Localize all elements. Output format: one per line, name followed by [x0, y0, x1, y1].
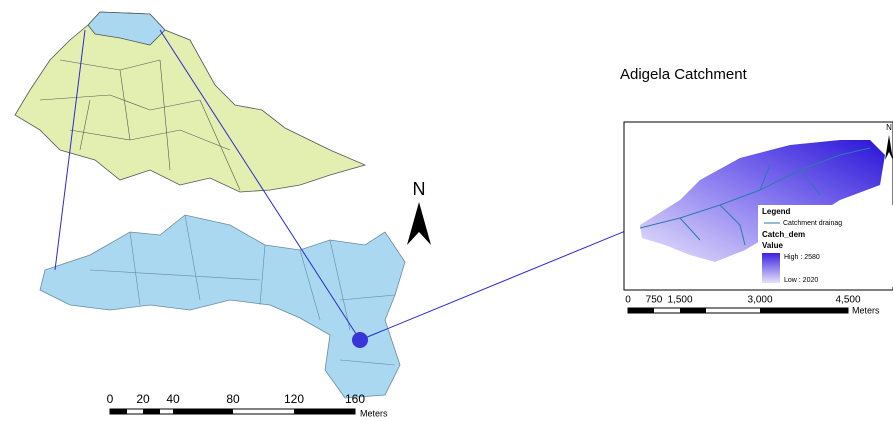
north-label: N: [413, 179, 426, 199]
scale-label: 3,000: [747, 295, 772, 306]
legend-item: Catchment drainag: [783, 220, 842, 227]
catchment-location: [352, 332, 368, 348]
scale-label: 1,500: [667, 295, 692, 306]
legend-ramp: [762, 253, 780, 283]
legend-low: Low : 2020: [784, 277, 818, 284]
scale-label: 160: [345, 392, 365, 406]
scale-label: 120: [284, 392, 304, 406]
north-arrow: [407, 202, 431, 245]
scale-label: 40: [166, 392, 180, 406]
legend-high: High : 2580: [784, 254, 820, 261]
scale-unit: Meters: [852, 305, 880, 315]
legend-heading: Legend: [762, 207, 791, 216]
scale-bar: [110, 409, 355, 414]
scale-label: 80: [226, 392, 240, 406]
scale-label: 0: [107, 392, 114, 406]
scale-label: 4,500: [835, 295, 860, 306]
scale-label: 20: [136, 392, 150, 406]
map-title: Adigela Catchment: [620, 66, 748, 83]
legend: Legend Catchment drainag Catch_dem Value…: [758, 205, 893, 287]
legend-value-heading: Value: [762, 241, 783, 250]
legend-layer: Catch_dem: [762, 230, 805, 239]
region-map: [40, 215, 405, 398]
zoom-line: [360, 225, 640, 340]
map-figure: N 0204080120160Meters Adigela Catchment …: [0, 0, 893, 421]
scale-bar: [628, 308, 848, 313]
north-label: N: [886, 123, 892, 132]
scale-label: 0: [625, 295, 631, 306]
scale-unit: Meters: [360, 408, 388, 418]
scale-label: 750: [646, 295, 663, 306]
